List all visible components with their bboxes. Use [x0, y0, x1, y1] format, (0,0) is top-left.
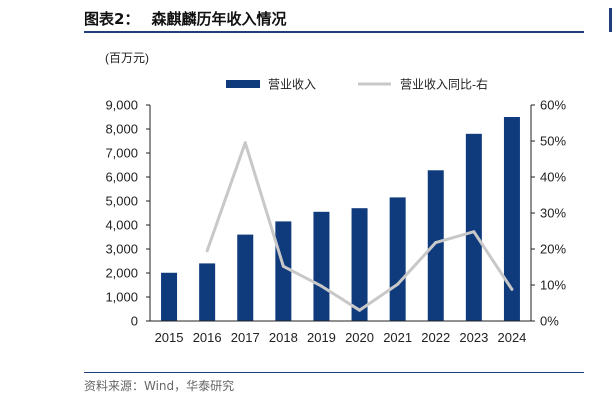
yoy-growth-point — [472, 230, 476, 234]
y-left-tick-label: 6,000 — [105, 170, 138, 185]
y-right-tick-label: 50% — [540, 134, 566, 149]
y-right-tick-label: 40% — [540, 170, 566, 185]
y-left-tick-label: 2,000 — [105, 266, 138, 281]
y-left-tick-label: 3,000 — [105, 242, 138, 257]
figure-title-text: 森麒麟历年收入情况 — [151, 10, 287, 28]
x-tick-label: 2023 — [459, 330, 488, 345]
revenue-bar — [275, 221, 292, 321]
revenue-bar — [503, 117, 520, 321]
y-left-tick-label: 4,000 — [105, 218, 138, 233]
y-left-tick-label: 9,000 — [105, 98, 138, 113]
y-right-tick-label: 60% — [540, 98, 566, 113]
y-right-tick-label: 0% — [540, 314, 559, 329]
yoy-growth-point — [243, 141, 247, 145]
revenue-bar — [389, 197, 406, 321]
legend-swatch-revenue — [226, 80, 260, 88]
revenue-bar — [313, 211, 330, 321]
x-tick-label: 2021 — [383, 330, 412, 345]
y-left-tick-label: 0 — [131, 314, 138, 329]
x-tick-label: 2016 — [193, 330, 222, 345]
y-axis-unit-label: (百万元) — [105, 51, 149, 65]
yoy-growth-point — [358, 308, 362, 312]
x-tick-label: 2024 — [497, 330, 526, 345]
yoy-growth-point — [396, 282, 400, 286]
revenue-bar — [161, 272, 178, 321]
x-tick-label: 2020 — [345, 330, 374, 345]
x-tick-label: 2017 — [231, 330, 260, 345]
y-left-tick-label: 5,000 — [105, 194, 138, 209]
figure-title: 图表2： 森麒麟历年收入情况 — [84, 8, 286, 29]
source-note: 资料来源：Wind，华泰研究 — [84, 379, 235, 393]
y-left-tick-label: 7,000 — [105, 146, 138, 161]
yoy-growth-point — [205, 249, 209, 253]
legend-label-yoy: 营业收入同比-右 — [400, 77, 488, 92]
yoy-growth-point — [319, 284, 323, 288]
revenue-bar — [199, 263, 216, 321]
x-tick-label: 2018 — [269, 330, 298, 345]
y-right-tick-label: 30% — [540, 206, 566, 221]
y-left-tick-label: 1,000 — [105, 290, 138, 305]
revenue-bar — [465, 133, 482, 321]
footer-rule — [84, 372, 584, 373]
x-tick-label: 2022 — [421, 330, 450, 345]
yoy-growth-point — [281, 264, 285, 268]
x-tick-label: 2015 — [155, 330, 184, 345]
figure-label: 图表2： — [84, 10, 140, 28]
yoy-growth-point — [434, 241, 438, 245]
y-left-tick-label: 8,000 — [105, 122, 138, 137]
y-right-tick-label: 10% — [540, 278, 566, 293]
revenue-bar — [351, 208, 368, 321]
header-rule — [84, 31, 584, 33]
y-right-tick-label: 20% — [540, 242, 566, 257]
adjacent-panel-edge — [603, 0, 616, 403]
x-tick-label: 2019 — [307, 330, 336, 345]
revenue-bar — [237, 234, 254, 321]
legend-label-revenue: 营业收入 — [268, 78, 316, 92]
revenue-bar — [427, 170, 444, 321]
yoy-growth-point — [510, 287, 514, 291]
